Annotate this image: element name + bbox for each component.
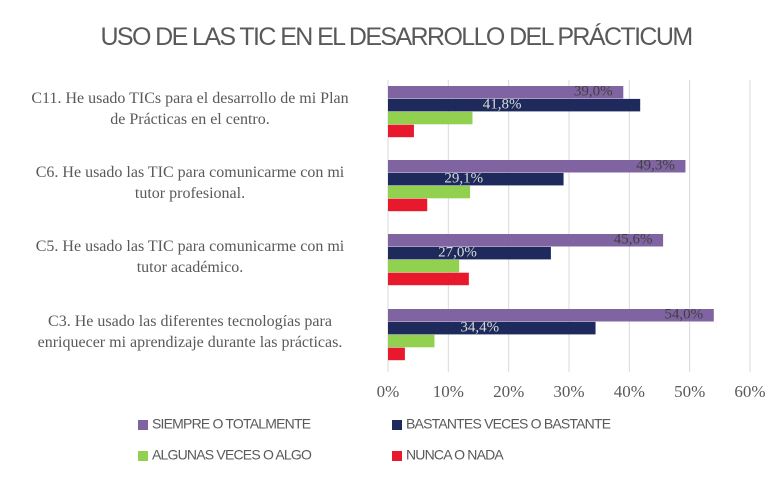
bar <box>388 124 414 138</box>
x-tick-label: 30% <box>553 382 584 401</box>
bar <box>388 259 460 273</box>
legend-swatch <box>392 420 402 430</box>
category-label: C5. He usado las TIC para comunicarme co… <box>35 238 345 276</box>
data-label: 29,1% <box>444 171 483 187</box>
legend-label: BASTANTES VECES O BASTANTE <box>406 416 611 432</box>
bar <box>388 246 551 260</box>
category-label: C3. He usado las diferentes tecnologías … <box>37 313 343 351</box>
bar <box>388 321 596 335</box>
legend-label: SIEMPRE O TOTALMENTE <box>152 416 311 432</box>
data-label: 54,0% <box>664 307 703 323</box>
x-tick-label: 0% <box>377 382 400 401</box>
legend-swatch <box>392 451 402 461</box>
bar <box>388 347 405 361</box>
x-tick-label: 50% <box>674 382 705 401</box>
bar <box>388 334 435 348</box>
bar <box>388 198 428 212</box>
data-label: 27,0% <box>438 245 477 261</box>
x-tick-label: 60% <box>734 382 765 401</box>
category-label: C6. He usado las TIC para comunicarme co… <box>35 164 345 202</box>
data-label: 39,0% <box>574 84 613 100</box>
data-label: 45,6% <box>614 232 653 248</box>
bar <box>388 185 471 199</box>
legend-label: ALGUNAS VECES O ALGO <box>152 447 312 463</box>
x-tick-label: 10% <box>433 382 464 401</box>
legend-swatch <box>138 451 148 461</box>
bar <box>388 272 469 286</box>
legend-swatch <box>138 420 148 430</box>
bar <box>388 309 714 322</box>
data-label: 34,4% <box>460 320 499 336</box>
bar <box>388 111 473 125</box>
bar <box>388 98 641 112</box>
bar <box>388 172 564 186</box>
bar <box>388 86 624 99</box>
x-tick-label: 40% <box>614 382 645 401</box>
legend-label: NUNCA O NADA <box>406 447 504 463</box>
data-label: 49,3% <box>636 158 675 174</box>
x-tick-label: 20% <box>493 382 524 401</box>
bar <box>388 160 686 173</box>
bar <box>388 234 664 247</box>
category-label: C11. He usado TICs para el desarrollo de… <box>31 90 349 128</box>
chart-title: USO DE LAS TIC EN EL DESARROLLO DEL PRÁC… <box>100 23 693 51</box>
data-label: 41,8% <box>483 97 522 113</box>
